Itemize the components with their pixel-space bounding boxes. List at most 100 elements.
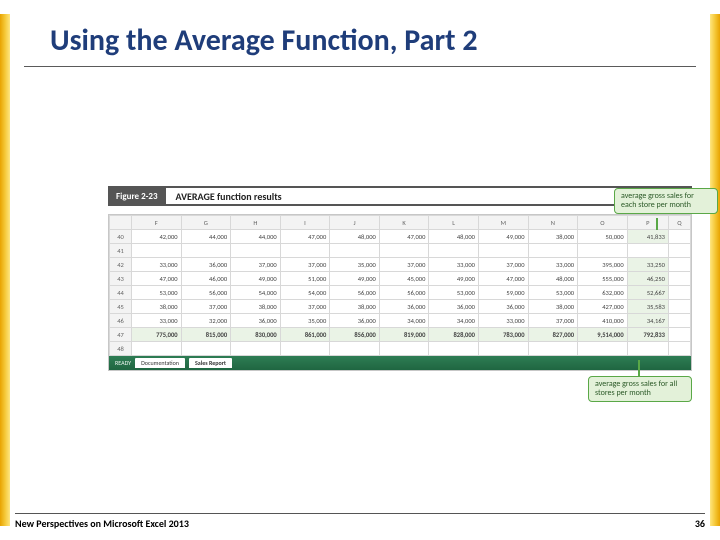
cell [429,244,479,258]
page-number: 36 [695,517,705,530]
cell: 37,000 [478,258,528,272]
cell: 37,000 [280,300,330,314]
cell: 51,000 [280,272,330,286]
title-underline [24,66,696,67]
cell: 56,000 [330,286,380,300]
cell [578,244,628,258]
cell: 33,000 [528,258,578,272]
col-header: H [231,216,281,230]
cell: 44,000 [231,230,281,244]
col-header: L [429,216,479,230]
cell [330,244,380,258]
cell [578,342,628,356]
col-header: G [181,216,231,230]
cell: 555,000 [578,272,628,286]
cell: 37,000 [181,300,231,314]
cell: 42,000 [132,230,182,244]
cell: 46,250 [627,272,668,286]
callout-arrow-icon [656,218,658,230]
cell [379,342,429,356]
cell [668,286,690,300]
cell: 47,000 [478,272,528,286]
cell [231,342,281,356]
col-header: Q [668,216,690,230]
callout-top: average gross sales for each store per m… [614,188,718,214]
cell: 37,000 [528,314,578,328]
figure-caption: AVERAGE function results [176,190,282,203]
table-row: 48 [110,342,691,356]
cell: 38,000 [528,300,578,314]
col-header: K [379,216,429,230]
cell [181,244,231,258]
column-header-row: F G H I J K L M N O P Q [110,216,691,230]
col-header: J [330,216,380,230]
cell [668,342,690,356]
cell: 56,000 [379,286,429,300]
cell [528,244,578,258]
cell: 50,000 [578,230,628,244]
sheet-tab-sales[interactable]: Sales Report [189,358,232,368]
cell [668,300,690,314]
row-header: 40 [110,230,132,244]
cell: 33,000 [132,258,182,272]
cell [478,244,528,258]
row-header: 46 [110,314,132,328]
cell: 48,000 [528,272,578,286]
table-row: 47775,000815,000830,000861,000856,000819… [110,328,691,342]
cell: 53,000 [132,286,182,300]
table-row: 4633,00032,00036,00035,00036,00034,00034… [110,314,691,328]
col-header: N [528,216,578,230]
row-header: 42 [110,258,132,272]
cell: 45,000 [379,272,429,286]
cell: 33,000 [132,314,182,328]
cell: 36,000 [478,300,528,314]
cell [668,328,690,342]
cell: 815,000 [181,328,231,342]
col-header [110,216,132,230]
cell: 36,000 [379,300,429,314]
table-row: 4453,00056,00054,00054,00056,00056,00053… [110,286,691,300]
cell: 775,000 [132,328,182,342]
sheet-tab-doc[interactable]: Documentation [135,358,185,368]
cell: 34,000 [379,314,429,328]
left-accent-bar [0,14,10,526]
row-header: 45 [110,300,132,314]
cell: 47,000 [132,272,182,286]
cell [668,230,690,244]
table-row: 4233,00036,00037,00037,00035,00037,00033… [110,258,691,272]
figure-container: Figure 2-23 AVERAGE function results F G… [108,186,692,371]
row-header: 44 [110,286,132,300]
table-row: 4538,00037,00038,00037,00038,00036,00036… [110,300,691,314]
cell: 792,833 [627,328,668,342]
cell: 36,000 [231,314,281,328]
cell [668,272,690,286]
col-header: I [280,216,330,230]
footer-rule [15,513,705,514]
figure-header: Figure 2-23 AVERAGE function results [108,186,692,206]
cell: 44,000 [181,230,231,244]
cell: 33,250 [627,258,668,272]
footer-text: New Perspectives on Microsoft Excel 2013 [15,517,189,530]
cell [627,244,668,258]
cell: 830,000 [231,328,281,342]
cell [181,342,231,356]
cell: 632,000 [578,286,628,300]
cell: 41,833 [627,230,668,244]
cell: 33,000 [478,314,528,328]
cell: 48,000 [330,230,380,244]
cell [330,342,380,356]
cell: 49,000 [231,272,281,286]
callout-arrow-icon [638,360,640,376]
cell: 53,000 [528,286,578,300]
col-header: P [627,216,668,230]
cell: 861,000 [280,328,330,342]
cell: 36,000 [181,258,231,272]
cell [429,342,479,356]
status-ready: READY [115,359,131,367]
col-header: F [132,216,182,230]
cell [132,342,182,356]
cell [668,314,690,328]
cell: 783,000 [478,328,528,342]
sheet-tab-bar: READY Documentation Sales Report [109,356,691,370]
cell: 427,000 [578,300,628,314]
